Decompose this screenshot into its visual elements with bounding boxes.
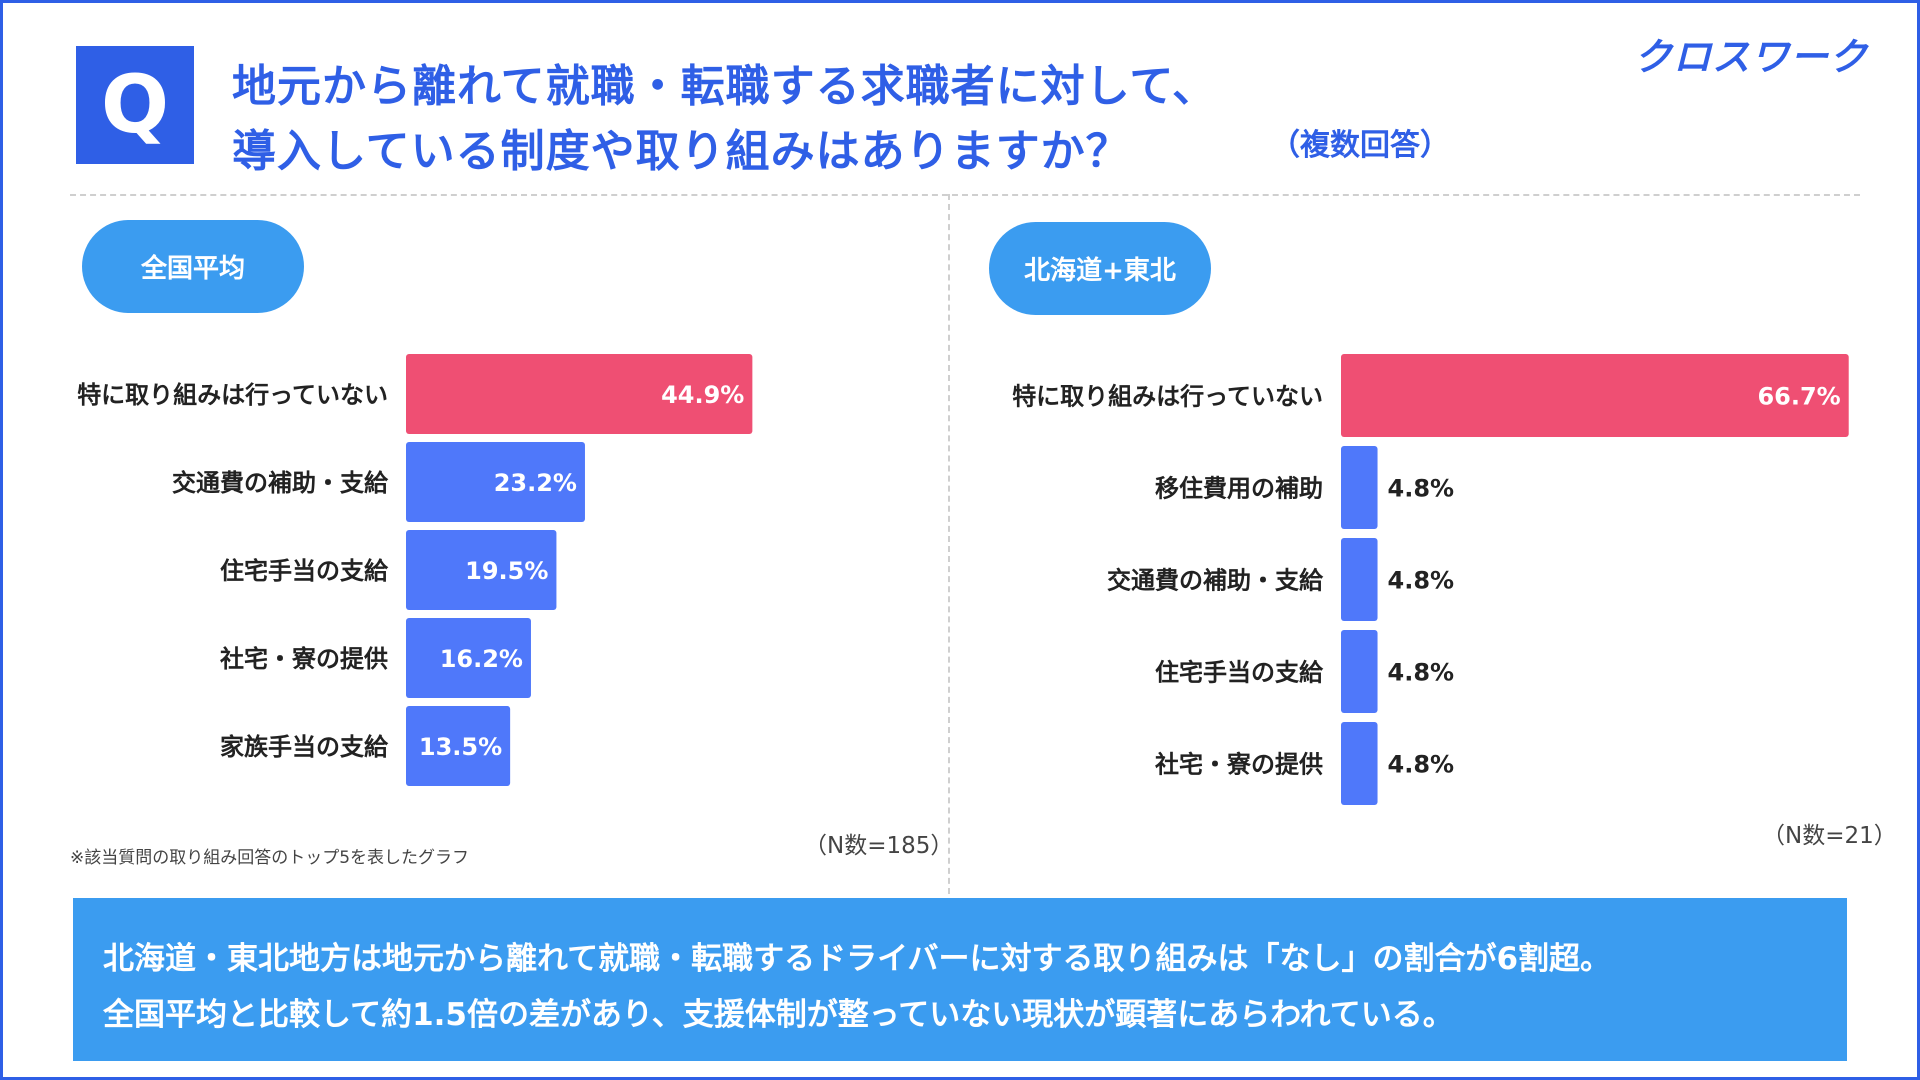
panel-divider (948, 194, 950, 904)
question-badge: Q (76, 46, 194, 164)
brand-logo: クロスワーク (1633, 35, 1868, 79)
sample-size-hokkaido-tohoku: （N数=21） (1762, 823, 1897, 849)
summary-line1: 北海道・東北地方は地元から離れて就職・転職するドライバーに対する取り組みは「なし… (103, 941, 1612, 977)
header-divider (70, 194, 1860, 196)
question-title-line1: 地元から離れて就職・転職する求職者に対して、 (232, 61, 1218, 112)
summary-box: 北海道・東北地方は地元から離れて就職・転職するドライバーに対する取り組みは「なし… (73, 898, 1847, 1061)
chart-footnote: ※該当質問の取り組み回答のトップ5を表したグラフ (70, 848, 470, 868)
summary-line2: 全国平均と比較して約1.5倍の差があり、支援体制が整っていない現状が顕著にあらわ… (103, 997, 1454, 1033)
multiple-answer-note: （複数回答） (1270, 128, 1450, 163)
sample-size-national: （N数=185） (804, 833, 954, 859)
panel-title-hokkaido-tohoku: 北海道+東北 (989, 222, 1211, 315)
panel-title-national: 全国平均 (82, 220, 304, 313)
question-title-line2: 導入している制度や取り組みはありますか？ (232, 126, 1131, 177)
